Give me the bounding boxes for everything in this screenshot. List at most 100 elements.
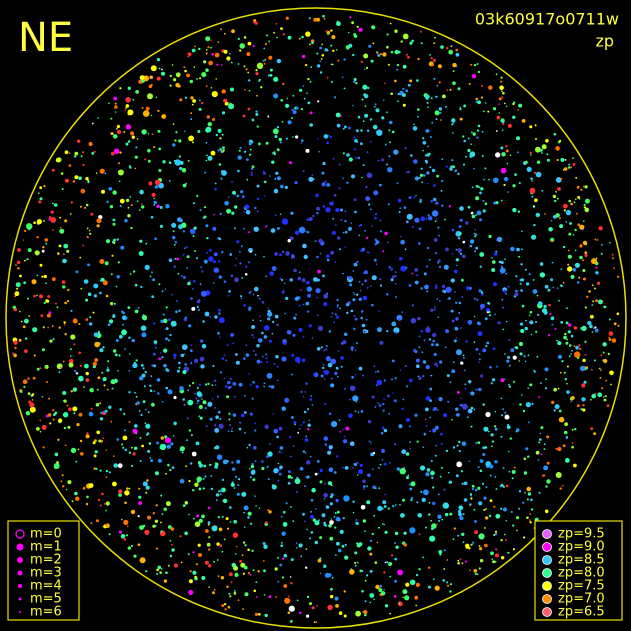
star — [93, 294, 97, 298]
star — [559, 371, 562, 374]
star — [384, 82, 386, 85]
star — [361, 590, 364, 593]
star — [201, 270, 204, 273]
star — [538, 441, 541, 444]
star — [508, 470, 511, 473]
star — [15, 264, 17, 266]
star — [130, 204, 133, 207]
star — [92, 361, 98, 367]
star — [79, 364, 83, 367]
star — [102, 525, 105, 528]
star — [255, 596, 258, 598]
star — [271, 266, 277, 271]
star — [328, 412, 332, 416]
star — [181, 275, 183, 277]
star — [308, 17, 311, 20]
star — [525, 282, 530, 286]
star — [459, 404, 462, 407]
star — [488, 178, 490, 181]
star — [276, 365, 279, 368]
star — [438, 107, 443, 111]
star — [564, 332, 567, 336]
star — [333, 321, 336, 324]
star — [233, 395, 236, 398]
star — [99, 168, 105, 174]
star — [566, 338, 569, 341]
star — [451, 369, 456, 374]
star — [111, 379, 114, 382]
star — [205, 68, 209, 72]
star — [401, 311, 404, 313]
star — [576, 212, 578, 215]
star — [457, 510, 462, 514]
star — [68, 362, 74, 368]
star — [376, 51, 378, 54]
star — [64, 333, 67, 336]
star — [135, 359, 138, 362]
star — [208, 536, 211, 539]
star — [430, 459, 433, 463]
star — [78, 176, 82, 180]
star — [541, 308, 548, 314]
star — [366, 500, 371, 505]
star — [302, 303, 305, 306]
star — [273, 362, 276, 365]
star — [390, 554, 394, 557]
star — [474, 520, 477, 523]
star — [215, 78, 217, 80]
star — [567, 330, 571, 334]
star — [153, 146, 156, 149]
star — [389, 120, 393, 125]
star — [523, 355, 526, 358]
star — [467, 137, 470, 140]
star — [96, 388, 99, 391]
star — [405, 266, 408, 269]
star — [319, 60, 322, 63]
star — [594, 238, 597, 241]
star — [471, 487, 475, 491]
star — [467, 319, 473, 325]
star — [214, 182, 217, 185]
star — [304, 485, 306, 488]
star — [269, 271, 275, 276]
star — [431, 210, 439, 217]
star — [158, 357, 162, 361]
star — [326, 292, 329, 295]
star — [539, 148, 543, 152]
star — [341, 428, 344, 431]
star — [294, 181, 298, 185]
star — [81, 377, 83, 379]
star — [418, 346, 421, 349]
star — [248, 79, 251, 82]
zp-marker — [542, 542, 552, 552]
star — [237, 63, 240, 65]
star — [553, 132, 557, 136]
star — [150, 65, 157, 72]
star — [575, 198, 577, 201]
star — [119, 198, 125, 204]
star — [329, 495, 333, 499]
star — [205, 529, 209, 533]
star — [170, 442, 174, 446]
star — [311, 41, 314, 44]
star — [419, 198, 423, 202]
star — [485, 486, 488, 489]
star — [56, 363, 63, 370]
star — [512, 184, 516, 188]
star — [214, 187, 217, 191]
star — [423, 489, 429, 496]
star — [152, 322, 156, 325]
star — [287, 611, 291, 614]
star — [594, 287, 596, 290]
star — [94, 439, 97, 442]
star — [159, 447, 162, 449]
star — [466, 416, 469, 418]
star — [592, 327, 595, 330]
star — [396, 63, 400, 67]
star — [568, 199, 571, 203]
star — [493, 177, 499, 184]
star — [568, 232, 572, 236]
star — [494, 313, 497, 316]
star — [107, 360, 110, 363]
star — [267, 478, 270, 481]
